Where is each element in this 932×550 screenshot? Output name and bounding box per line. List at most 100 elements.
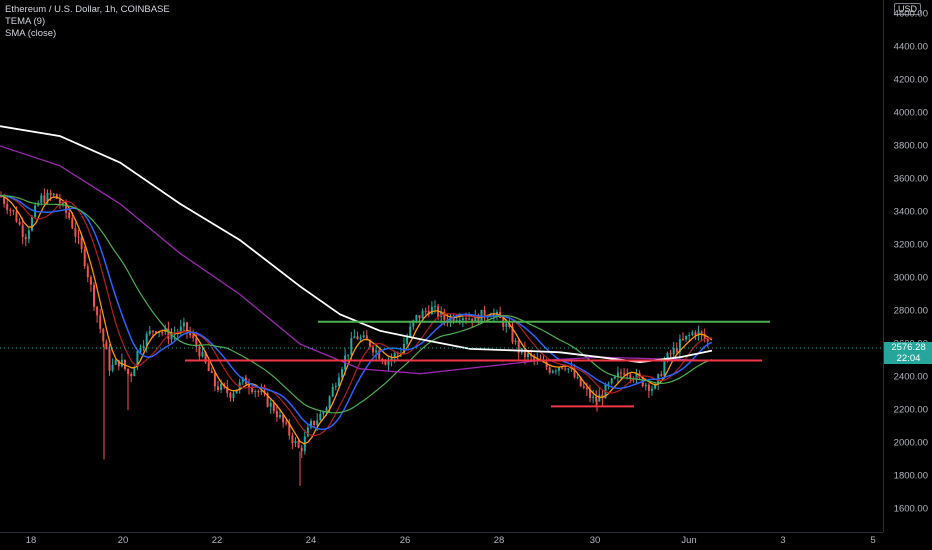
candle-body xyxy=(192,335,195,339)
candle-body xyxy=(195,338,198,347)
candle-body xyxy=(384,361,387,365)
candle-body xyxy=(189,331,192,336)
chart-pane[interactable]: Ethereum / U.S. Dollar, 1h, COINBASE TEM… xyxy=(0,0,883,532)
candle-body xyxy=(300,447,303,452)
candle-body xyxy=(108,349,111,371)
candle-body xyxy=(362,335,365,338)
candle-body xyxy=(275,411,278,418)
candle-body xyxy=(706,339,709,342)
currency-badge[interactable]: USD xyxy=(894,3,922,15)
candle-body xyxy=(124,359,126,369)
candle-body xyxy=(403,343,405,354)
candle-body xyxy=(554,370,557,372)
candle-body xyxy=(279,414,281,418)
tema-line xyxy=(0,194,713,445)
candle-body xyxy=(220,383,223,390)
candle-body xyxy=(251,388,254,392)
time-scale-label: 5 xyxy=(870,535,876,546)
candle-body xyxy=(21,224,24,238)
symbol-title[interactable]: Ethereum / U.S. Dollar, 1h, COINBASE xyxy=(5,4,170,15)
candle-body xyxy=(313,420,316,425)
candle-body xyxy=(514,340,517,342)
price-chart[interactable] xyxy=(0,0,883,532)
candle-body xyxy=(145,333,148,346)
candle-body xyxy=(688,334,691,336)
candle-body xyxy=(356,336,359,340)
candle-body xyxy=(508,323,511,328)
candle-body xyxy=(151,330,154,332)
candle-body xyxy=(697,331,700,336)
candle-body xyxy=(310,420,312,428)
candle-body xyxy=(409,326,412,337)
candle-body xyxy=(350,338,353,355)
price-scale[interactable]: USD 4600.00 4400.00 4200.00 4000.00 3800.00 3… xyxy=(883,0,932,532)
candle-body xyxy=(83,248,86,267)
candle-body xyxy=(266,393,269,407)
candle-body xyxy=(418,315,421,319)
candle-body xyxy=(483,309,486,318)
candle-body xyxy=(285,422,288,424)
candle-body xyxy=(49,192,52,196)
candle-body xyxy=(142,345,145,348)
candle-body xyxy=(173,333,176,335)
candle-body xyxy=(31,217,33,231)
candle-body xyxy=(167,328,170,340)
candle-body xyxy=(68,212,71,218)
candle-body xyxy=(353,336,356,339)
candle-body xyxy=(133,367,136,377)
candle-body xyxy=(548,367,551,373)
candle-body xyxy=(579,377,582,387)
candle-body xyxy=(672,347,675,355)
price-scale-label: 3000.00 xyxy=(893,272,928,284)
current-price-value: 2576.28 xyxy=(891,342,926,353)
candle-body xyxy=(204,352,207,363)
candle-body xyxy=(158,332,161,334)
candle-body xyxy=(585,387,588,390)
time-scale-label: 20 xyxy=(117,535,129,546)
candle-body xyxy=(669,352,672,355)
candle-body xyxy=(40,195,43,203)
candle-body xyxy=(248,384,250,389)
candle-body xyxy=(654,383,657,389)
candle-body xyxy=(424,310,427,312)
candle-body xyxy=(80,237,83,249)
candle-body xyxy=(396,353,399,355)
candle-body xyxy=(610,378,613,384)
candle-body xyxy=(291,435,294,444)
candle-body xyxy=(186,322,188,332)
candle-body xyxy=(288,423,291,436)
candle-body xyxy=(406,336,409,344)
candle-body xyxy=(573,369,576,378)
indicator-tema-label[interactable]: TEMA (9) xyxy=(5,16,46,27)
candle-body xyxy=(130,373,133,377)
candle-body xyxy=(489,316,492,318)
candle-body xyxy=(589,389,591,398)
candle-body xyxy=(111,364,114,371)
candle-body xyxy=(533,356,536,360)
candle-body xyxy=(375,350,378,353)
indicator-sma-label[interactable]: SMA (close) xyxy=(5,28,57,39)
candle-body xyxy=(52,194,55,196)
price-scale-label: 3200.00 xyxy=(893,239,928,251)
time-scale-label: 30 xyxy=(589,535,601,546)
candle-body xyxy=(24,237,27,240)
bar-countdown: 22:04 xyxy=(896,353,921,364)
candle-body xyxy=(635,372,638,380)
candle-body xyxy=(517,340,520,353)
candle-body xyxy=(182,322,185,327)
candle-body xyxy=(468,318,471,320)
candle-body xyxy=(440,311,443,318)
candle-body xyxy=(235,389,238,394)
candle-body xyxy=(595,396,598,402)
candle-body xyxy=(465,318,467,320)
candle-body xyxy=(55,194,58,199)
candle-body xyxy=(257,391,260,393)
candle-body xyxy=(282,414,285,423)
price-scale-label: 3800.00 xyxy=(893,140,928,152)
candle-body xyxy=(359,337,362,340)
candle-body xyxy=(77,236,80,238)
candle-body xyxy=(198,346,201,357)
current-price-tag: 2576.28 22:04 xyxy=(884,342,932,364)
time-scale[interactable]: 18 20 22 24 26 28 30 Jun 3 5 xyxy=(0,532,883,550)
candle-body xyxy=(651,388,653,391)
